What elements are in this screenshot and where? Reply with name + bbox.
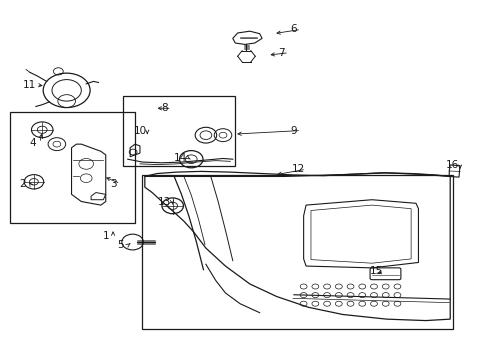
Text: 6: 6 <box>291 24 297 35</box>
Text: 12: 12 <box>292 164 305 174</box>
Text: 7: 7 <box>278 48 285 58</box>
Text: 14: 14 <box>174 153 187 163</box>
Text: 16: 16 <box>446 159 459 170</box>
Text: 10: 10 <box>133 126 147 135</box>
Bar <box>10 112 135 223</box>
Bar <box>143 175 453 329</box>
Bar <box>123 96 235 166</box>
Text: 5: 5 <box>117 240 123 250</box>
Text: 3: 3 <box>110 179 117 189</box>
Text: 1: 1 <box>102 231 109 240</box>
Text: 4: 4 <box>29 138 36 148</box>
Text: 9: 9 <box>291 126 297 135</box>
Text: 15: 15 <box>370 266 384 276</box>
Text: 11: 11 <box>23 80 36 90</box>
Text: 13: 13 <box>158 197 172 207</box>
Text: 2: 2 <box>20 179 26 189</box>
Text: 8: 8 <box>161 103 168 113</box>
